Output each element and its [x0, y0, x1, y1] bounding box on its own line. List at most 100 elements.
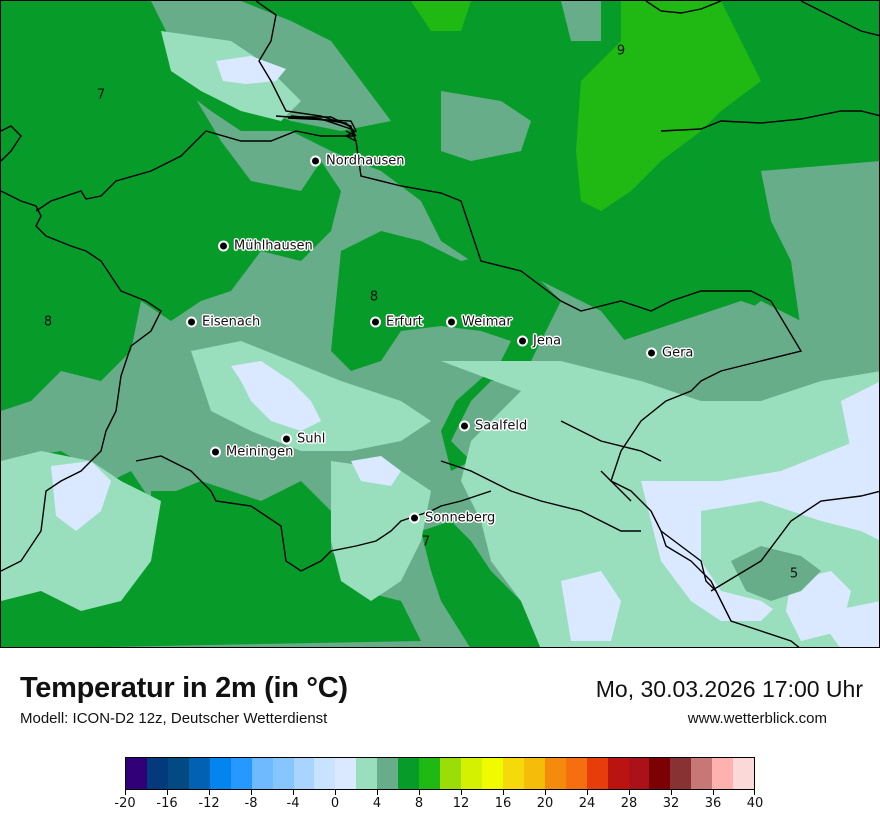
colorbar-segment — [419, 758, 441, 789]
map-title: Temperatur in 2m (in °C) — [20, 672, 348, 704]
website-link[interactable]: www.wetterblick.com — [687, 710, 827, 727]
city-label: Suhl — [297, 431, 326, 447]
colorbar-segment — [649, 758, 671, 789]
colorbar-tick-label: 40 — [746, 796, 764, 811]
colorbar-tick — [503, 790, 504, 795]
colorbar-segment — [691, 758, 713, 789]
colorbar-segment — [293, 758, 315, 789]
colorbar-tick-label: -8 — [244, 796, 258, 811]
city-marker-gera: Gera — [646, 346, 693, 361]
contour-label: 7 — [421, 534, 431, 550]
colorbar-segment — [251, 758, 273, 789]
colorbar-tick-label: 32 — [662, 796, 680, 811]
colorbar-tick-label: 36 — [704, 796, 722, 811]
contour-label: 8 — [369, 289, 379, 305]
city-marker-muehlhausen: Mühlhausen — [218, 239, 313, 254]
colorbar-tick — [167, 790, 168, 795]
model-info: Modell: ICON-D2 12z, Deutscher Wetterdie… — [20, 710, 328, 727]
colorbar-tick-label: 12 — [452, 796, 470, 811]
colorbar-segment — [146, 758, 168, 789]
contour-label: 9 — [616, 43, 626, 59]
colorbar-segment — [440, 758, 461, 789]
colorbar-segment — [607, 758, 629, 789]
city-dot-icon — [646, 347, 657, 359]
colorbar-segment — [670, 758, 692, 789]
city-dot-icon — [310, 155, 321, 167]
colorbar — [125, 757, 755, 790]
colorbar-tick — [629, 790, 630, 795]
colorbar-tick — [545, 790, 546, 795]
city-dot-icon — [409, 512, 420, 524]
colorbar-segment — [188, 758, 210, 789]
colorbar-tick — [754, 790, 755, 795]
colorbar-tick-label: -20 — [114, 796, 136, 811]
colorbar-segment — [377, 758, 399, 789]
contour-label: 5 — [789, 566, 799, 582]
colorbar-segment — [712, 758, 734, 789]
colorbar-tick-label: 0 — [330, 796, 340, 811]
colorbar-segment — [586, 758, 608, 789]
city-label: Weimar — [462, 314, 512, 330]
colorbar-tick — [251, 790, 252, 795]
colorbar-segment — [209, 758, 231, 789]
colorbar-tick — [209, 790, 210, 795]
city-dot-icon — [446, 316, 457, 328]
colorbar-segment — [167, 758, 189, 789]
city-dot-icon — [186, 316, 197, 328]
city-label: Saalfeld — [475, 418, 528, 434]
colorbar-tick — [587, 790, 588, 795]
colorbar-tick-label: 20 — [536, 796, 554, 811]
city-dot-icon — [370, 316, 381, 328]
map-layer-svg — [1, 1, 879, 647]
city-dot-icon — [281, 433, 292, 445]
colorbar-tick-label: 24 — [578, 796, 596, 811]
colorbar-tick-label: -4 — [286, 796, 300, 811]
colorbar-segment — [335, 758, 357, 789]
colorbar-segment — [481, 758, 503, 789]
contour-label: 8 — [43, 314, 53, 330]
colorbar-tick — [377, 790, 378, 795]
colorbar-segment — [628, 758, 650, 789]
colorbar-tick — [293, 790, 294, 795]
city-marker-weimar: Weimar — [446, 315, 512, 330]
contour-label: 7 — [96, 87, 106, 103]
colorbar-segment — [314, 758, 336, 789]
colorbar-segment — [523, 758, 545, 789]
colorbar-tick — [671, 790, 672, 795]
city-marker-erfurt: Erfurt — [370, 315, 423, 330]
colorbar-segment — [733, 758, 755, 789]
city-marker-saalfeld: Saalfeld — [459, 419, 527, 434]
city-label: Nordhausen — [326, 153, 405, 169]
city-dot-icon — [459, 420, 470, 432]
city-marker-meiningen: Meiningen — [210, 445, 293, 460]
city-dot-icon — [210, 446, 221, 458]
map-footer: Temperatur in 2m (in °C) Modell: ICON-D2… — [0, 648, 880, 830]
colorbar-tick — [461, 790, 462, 795]
colorbar-tick-label: -12 — [198, 796, 220, 811]
city-dot-icon — [517, 335, 528, 347]
colorbar-segment — [398, 758, 420, 789]
city-marker-suhl: Suhl — [281, 432, 325, 447]
colorbar-tick-label: 16 — [494, 796, 512, 811]
temperature-map: 7 9 8 8 7 5 Nordhausen Mühlhausen Eisena… — [0, 0, 880, 648]
colorbar-segment — [126, 758, 147, 789]
colorbar-segment — [230, 758, 252, 789]
colorbar-tick — [419, 790, 420, 795]
colorbar-segment — [544, 758, 566, 789]
city-label: Eisenach — [202, 314, 261, 330]
city-marker-sonneberg: Sonneberg — [409, 511, 495, 526]
colorbar-segment — [461, 758, 482, 789]
forecast-datetime: Mo, 30.03.2026 17:00 Uhr — [595, 676, 863, 702]
colorbar-tick-label: -16 — [156, 796, 178, 811]
city-dot-icon — [218, 240, 229, 252]
city-label: Jena — [533, 333, 562, 349]
colorbar-segment — [356, 758, 378, 789]
colorbar-segment — [565, 758, 587, 789]
colorbar-tick-label: 8 — [414, 796, 424, 811]
city-marker-nordhausen: Nordhausen — [310, 154, 405, 169]
colorbar-segment — [272, 758, 294, 789]
colorbar-segment — [502, 758, 524, 789]
colorbar-tick — [335, 790, 336, 795]
city-label: Meiningen — [226, 444, 294, 460]
colorbar-tick — [713, 790, 714, 795]
